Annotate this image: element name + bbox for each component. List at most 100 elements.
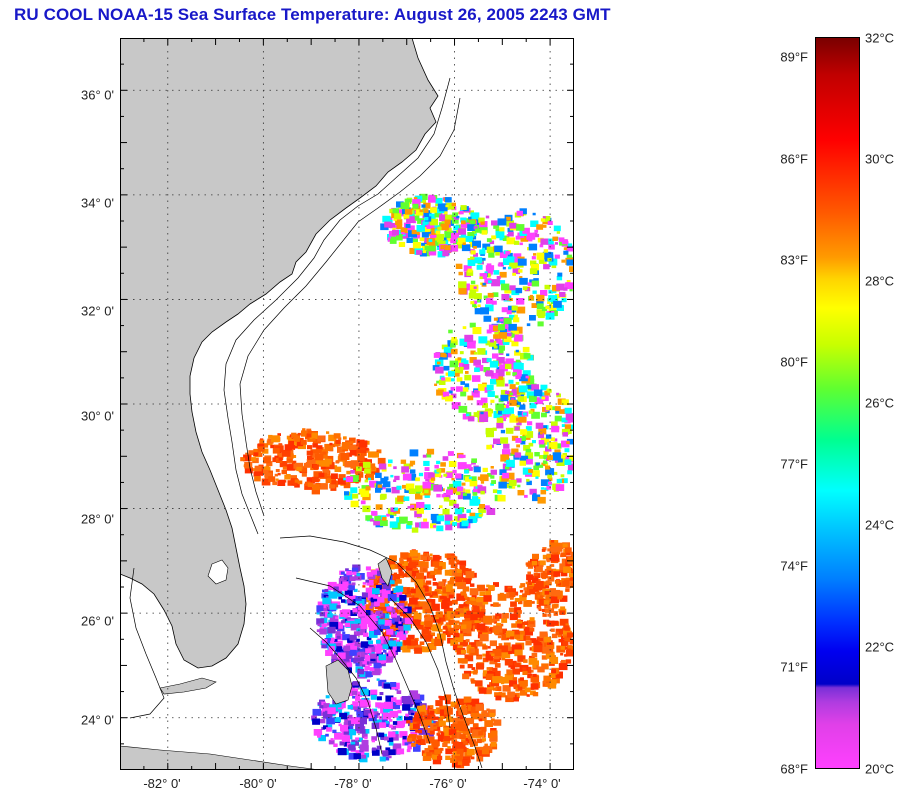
sst-pixel (528, 469, 533, 473)
sst-pixel (486, 689, 492, 694)
sst-pixel (433, 484, 443, 492)
sst-pixel (519, 374, 528, 382)
sst-map[interactable] (120, 38, 574, 770)
sst-pixel (533, 641, 540, 647)
sst-pixel (363, 652, 367, 655)
sst-pixel (545, 595, 552, 601)
sst-pixel (437, 755, 443, 760)
sst-pixel (393, 479, 397, 482)
sst-pixel (396, 229, 404, 236)
sst-pixel (359, 729, 366, 734)
sst-pixel (476, 750, 483, 756)
sst-pixel (540, 238, 549, 245)
sst-pixel (472, 375, 481, 382)
sst-pixel (376, 678, 380, 681)
sst-pixel (403, 496, 410, 501)
sst-pixel (366, 571, 373, 577)
sst-pixel (425, 602, 429, 605)
sst-pixel (360, 641, 369, 648)
sst-pixel (430, 603, 440, 611)
sst-pixel (474, 680, 483, 687)
sst-pixel (520, 429, 528, 435)
sst-pixel (254, 476, 261, 482)
sst-pixel (490, 718, 495, 722)
sst-pixel (514, 598, 520, 602)
sst-pixel (561, 428, 570, 435)
sst-pixel (376, 643, 386, 651)
sst-pixel (505, 363, 512, 369)
sst-pixel (491, 279, 501, 287)
sst-pixel (568, 573, 574, 578)
bathymetry-contours (129, 77, 483, 769)
sst-pixel (272, 448, 280, 454)
sst-pixel (456, 560, 462, 565)
sst-pixel (460, 627, 465, 631)
sst-pixel (460, 624, 467, 629)
sst-pixel (415, 578, 424, 585)
sst-pixel (343, 573, 353, 581)
sst-pixel (547, 257, 552, 262)
sst-pixel (502, 449, 511, 456)
sst-pixel (501, 657, 506, 661)
sst-pixel (384, 701, 393, 709)
sst-pixel (541, 412, 547, 418)
sst-pixel (262, 443, 269, 448)
sst-pixel (317, 435, 325, 442)
sst-pixel (552, 589, 561, 596)
sst-pixel (531, 280, 540, 287)
sst-pixel (260, 446, 265, 451)
sst-pixel (564, 407, 572, 414)
sst-pixel (506, 459, 515, 467)
sst-pixel (445, 472, 453, 478)
sst-pixel (524, 590, 531, 596)
sst-pixel (473, 412, 480, 417)
sst-pixel (338, 596, 342, 600)
sst-pixel (529, 627, 535, 632)
sst-pixel (394, 213, 402, 220)
sst-pixel (565, 649, 574, 657)
sst-pixel (432, 561, 440, 567)
sst-pixel (328, 591, 338, 599)
sst-pixel (545, 580, 550, 584)
sst-pixel (566, 259, 574, 266)
sst-pixel (539, 455, 544, 459)
sst-pixel (477, 476, 483, 481)
sst-pixel (460, 205, 467, 210)
sst-pixel (372, 747, 376, 751)
sst-pixel (360, 623, 368, 630)
sst-pixel (416, 739, 421, 744)
sst-pixel (397, 562, 404, 568)
sst-pixel (506, 671, 512, 676)
sst-pixel (421, 628, 430, 635)
sst-pixel (429, 479, 434, 483)
sst-pixel (274, 455, 279, 460)
sst-pixel (436, 233, 444, 240)
sst-pixel (428, 239, 433, 242)
sst-pixel (421, 224, 431, 232)
sst-pixel (485, 654, 494, 661)
sst-pixel (338, 710, 342, 714)
sst-pixel (443, 473, 448, 477)
sst-pixel (447, 746, 451, 749)
sst-pixel (470, 476, 477, 481)
sst-pixel (429, 553, 433, 556)
sst-pixel (424, 217, 429, 221)
sst-pixel (464, 674, 468, 678)
sst-pixel (486, 708, 490, 712)
sst-pixel (449, 500, 457, 506)
sst-pixel (565, 413, 574, 421)
sst-pixel (396, 641, 403, 647)
sst-pixel (349, 450, 357, 456)
sst-pixel (423, 209, 429, 213)
sst-pixel (437, 361, 441, 365)
sst-pixel (530, 638, 537, 644)
sst-pixel (438, 581, 445, 587)
sst-pixel (363, 752, 370, 758)
sst-pixel (469, 588, 479, 596)
sst-pixel (450, 339, 458, 346)
sst-pixel (325, 462, 335, 470)
sst-pixel (322, 469, 330, 475)
sst-pixel (432, 582, 438, 586)
sst-pixel (492, 353, 499, 359)
sst-pixel (355, 723, 364, 731)
